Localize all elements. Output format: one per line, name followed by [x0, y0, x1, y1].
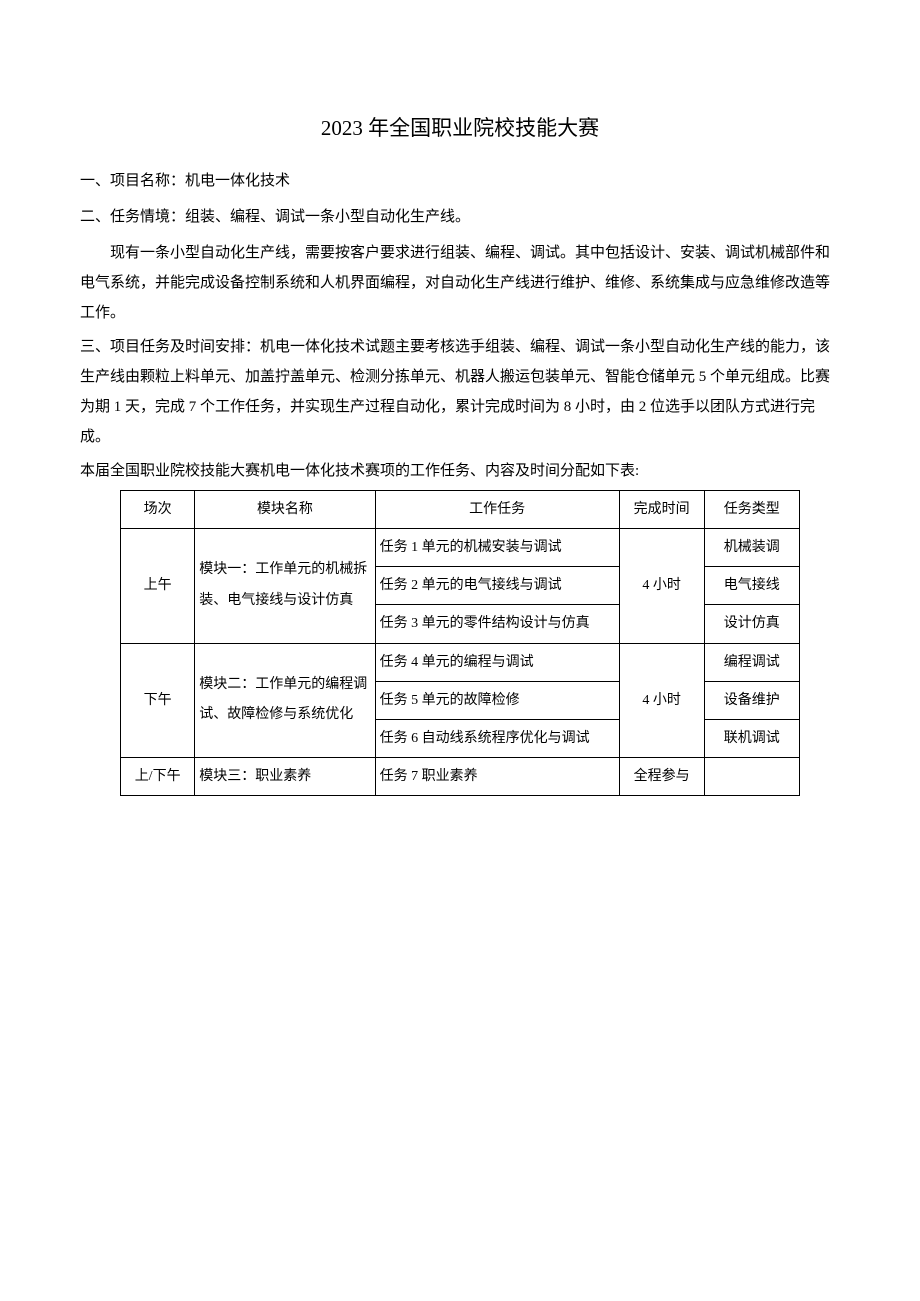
header-type: 任务类型	[704, 490, 799, 528]
cell-session-am: 上午	[121, 528, 195, 643]
table-row: 上/下午 模块三：职业素养 任务 7 职业素养 全程参与	[121, 758, 800, 796]
cell-session-pm: 下午	[121, 643, 195, 758]
cell-module-1: 模块一：工作单元的机械拆装、电气接线与设计仿真	[195, 528, 375, 643]
section2-body: 现有一条小型自动化生产线，需要按客户要求进行组装、编程、调试。其中包括设计、安装…	[80, 238, 840, 328]
table-header-row: 场次 模块名称 工作任务 完成时间 任务类型	[121, 490, 800, 528]
cell-time-am: 4 小时	[619, 528, 704, 643]
cell-type-4: 编程调试	[704, 643, 799, 681]
header-task: 工作任务	[375, 490, 619, 528]
section3-body: 三、项目任务及时间安排：机电一体化技术试题主要考核选手组装、编程、调试一条小型自…	[80, 332, 840, 452]
table-intro: 本届全国职业院校技能大赛机电一体化技术赛项的工作任务、内容及时间分配如下表:	[80, 456, 840, 486]
section3-prefix: 三、项目任务及时间安排：	[80, 339, 260, 355]
header-time: 完成时间	[619, 490, 704, 528]
cell-task-1: 任务 1 单元的机械安装与调试	[375, 528, 619, 566]
cell-type-3: 设计仿真	[704, 605, 799, 643]
cell-type-6: 联机调试	[704, 719, 799, 757]
cell-task-3: 任务 3 单元的零件结构设计与仿真	[375, 605, 619, 643]
cell-time-pm: 4 小时	[619, 643, 704, 758]
cell-type-2: 电气接线	[704, 567, 799, 605]
cell-task-6: 任务 6 自动线系统程序优化与调试	[375, 719, 619, 757]
table-row: 上午 模块一：工作单元的机械拆装、电气接线与设计仿真 任务 1 单元的机械安装与…	[121, 528, 800, 566]
cell-task-2: 任务 2 单元的电气接线与调试	[375, 567, 619, 605]
schedule-table: 场次 模块名称 工作任务 完成时间 任务类型 上午 模块一：工作单元的机械拆装、…	[120, 490, 800, 797]
cell-type-5: 设备维护	[704, 681, 799, 719]
cell-task-5: 任务 5 单元的故障检修	[375, 681, 619, 719]
header-session: 场次	[121, 490, 195, 528]
document-title: 2023 年全国职业院校技能大赛	[80, 110, 840, 148]
header-module: 模块名称	[195, 490, 375, 528]
cell-module-3: 模块三：职业素养	[195, 758, 375, 796]
cell-task-4: 任务 4 单元的编程与调试	[375, 643, 619, 681]
cell-session-all: 上/下午	[121, 758, 195, 796]
cell-type-1: 机械装调	[704, 528, 799, 566]
cell-task-7: 任务 7 职业素养	[375, 758, 619, 796]
section1-heading: 一、项目名称：机电一体化技术	[80, 166, 840, 196]
cell-time-all: 全程参与	[619, 758, 704, 796]
cell-module-2: 模块二：工作单元的编程调试、故障检修与系统优化	[195, 643, 375, 758]
cell-type-7	[704, 758, 799, 796]
table-row: 下午 模块二：工作单元的编程调试、故障检修与系统优化 任务 4 单元的编程与调试…	[121, 643, 800, 681]
section2-heading: 二、任务情境：组装、编程、调试一条小型自动化生产线。	[80, 202, 840, 232]
